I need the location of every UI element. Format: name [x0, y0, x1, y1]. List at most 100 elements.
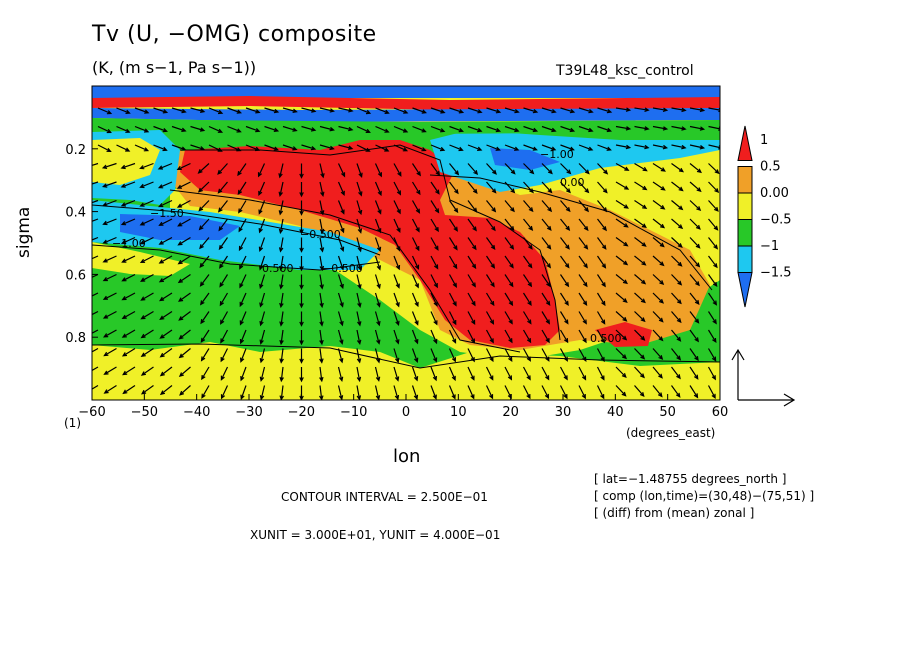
wind-vector	[356, 125, 371, 133]
wind-vector	[393, 200, 401, 215]
y-tick-label: 0.6	[65, 268, 86, 283]
wind-vector	[467, 255, 477, 270]
colorbar-triangle-low	[737, 272, 753, 308]
wind-vector	[560, 274, 570, 288]
wind-vector	[220, 311, 229, 325]
wind-vector	[240, 366, 247, 382]
wind-vector	[671, 274, 683, 286]
contour-line-5	[92, 343, 720, 369]
top-green-layer	[92, 118, 720, 134]
wind-vector	[218, 237, 228, 251]
info-lat: [ lat=−1.48755 degrees_north ]	[594, 472, 787, 486]
colorbar-swatch-1	[737, 245, 753, 273]
wind-vector	[319, 311, 324, 327]
wind-vector	[337, 218, 345, 234]
x-tick-label: 20	[502, 405, 519, 420]
wind-vector	[264, 125, 280, 132]
wind-vector	[541, 255, 552, 269]
wind-vector	[356, 163, 363, 178]
contour-line-3	[92, 244, 381, 271]
wind-vector	[102, 181, 117, 188]
wind-vector	[412, 107, 427, 114]
wind-vector	[197, 163, 210, 174]
wind-vector	[159, 292, 173, 302]
wind-vector	[652, 311, 664, 323]
wind-vector	[671, 255, 683, 267]
contour-interval: CONTOUR INTERVAL = 2.500E−01	[281, 490, 488, 504]
wind-vector	[319, 144, 335, 151]
wind-vector	[299, 237, 304, 253]
wind-vector	[578, 366, 587, 381]
wind-vector	[92, 162, 99, 167]
wind-vector	[338, 144, 354, 150]
wind-vector	[485, 329, 494, 344]
level-note: (1)	[64, 416, 81, 430]
wind-vector	[485, 366, 494, 381]
wind-vector	[523, 237, 533, 250]
wind-vector	[485, 311, 495, 325]
x-tick-label: 40	[607, 405, 624, 420]
wind-vector	[504, 237, 515, 250]
wind-vector	[523, 144, 538, 151]
wind-vector	[121, 255, 136, 263]
wind-vector	[200, 311, 210, 325]
wind-vector	[467, 292, 476, 307]
wind-vector	[578, 255, 588, 269]
x-axis-label: lon	[393, 446, 421, 467]
wind-vector	[597, 163, 609, 175]
wind-vector	[541, 200, 553, 213]
wind-vector	[356, 311, 362, 327]
wind-vector	[634, 144, 650, 150]
wind-vector	[279, 329, 284, 346]
contour-label-5: −0.500	[322, 262, 363, 275]
wind-vector	[707, 348, 717, 362]
wind-vector	[689, 107, 706, 113]
wind-vector	[634, 329, 646, 341]
yellow-lens-left	[92, 242, 190, 276]
wind-vector	[560, 107, 576, 114]
wind-vector	[541, 329, 550, 344]
wind-vector	[671, 144, 687, 150]
wind-vector	[541, 163, 553, 175]
wind-vector	[411, 218, 420, 233]
wind-vector	[467, 274, 476, 288]
colorbar-swatch-4	[737, 166, 753, 194]
wind-vector	[393, 255, 401, 271]
contour-label-1: −1.00	[112, 237, 146, 250]
wind-vector	[139, 255, 154, 264]
wind-vector	[559, 348, 568, 362]
wind-vector	[140, 366, 154, 376]
wind-vector	[356, 181, 363, 197]
wind-vector	[337, 348, 344, 364]
wind-vector	[374, 237, 382, 252]
wind-vector	[689, 237, 701, 249]
wind-vector	[116, 144, 131, 152]
wind-vector	[356, 144, 371, 152]
wind-vector	[560, 125, 576, 133]
wind-vector	[541, 125, 557, 133]
wind-vector	[411, 181, 421, 196]
wind-vector	[708, 292, 718, 306]
wind-vector	[467, 366, 475, 381]
wind-vector	[375, 107, 390, 114]
wind-vector	[486, 218, 496, 232]
contour-label-4: 0.00	[560, 176, 585, 189]
wind-vector	[467, 385, 475, 400]
wind-vector	[578, 107, 594, 114]
wind-vector	[597, 255, 607, 269]
wind-vector	[652, 218, 666, 229]
info-diff: [ (diff) from (mean) zonal ]	[594, 506, 755, 520]
wind-vector	[120, 181, 136, 188]
wind-vector	[430, 181, 440, 195]
wind-vector	[430, 329, 438, 345]
wind-vector	[103, 384, 117, 394]
wind-vector	[177, 236, 191, 246]
wind-vector	[240, 385, 247, 400]
wind-vector	[200, 348, 210, 362]
wind-vector	[578, 329, 587, 344]
wind-vector	[485, 274, 495, 288]
vector-units: XUNIT = 3.000E+01, YUNIT = 4.000E−01	[250, 528, 501, 542]
wind-vector	[120, 199, 136, 207]
wind-vector	[652, 348, 664, 361]
